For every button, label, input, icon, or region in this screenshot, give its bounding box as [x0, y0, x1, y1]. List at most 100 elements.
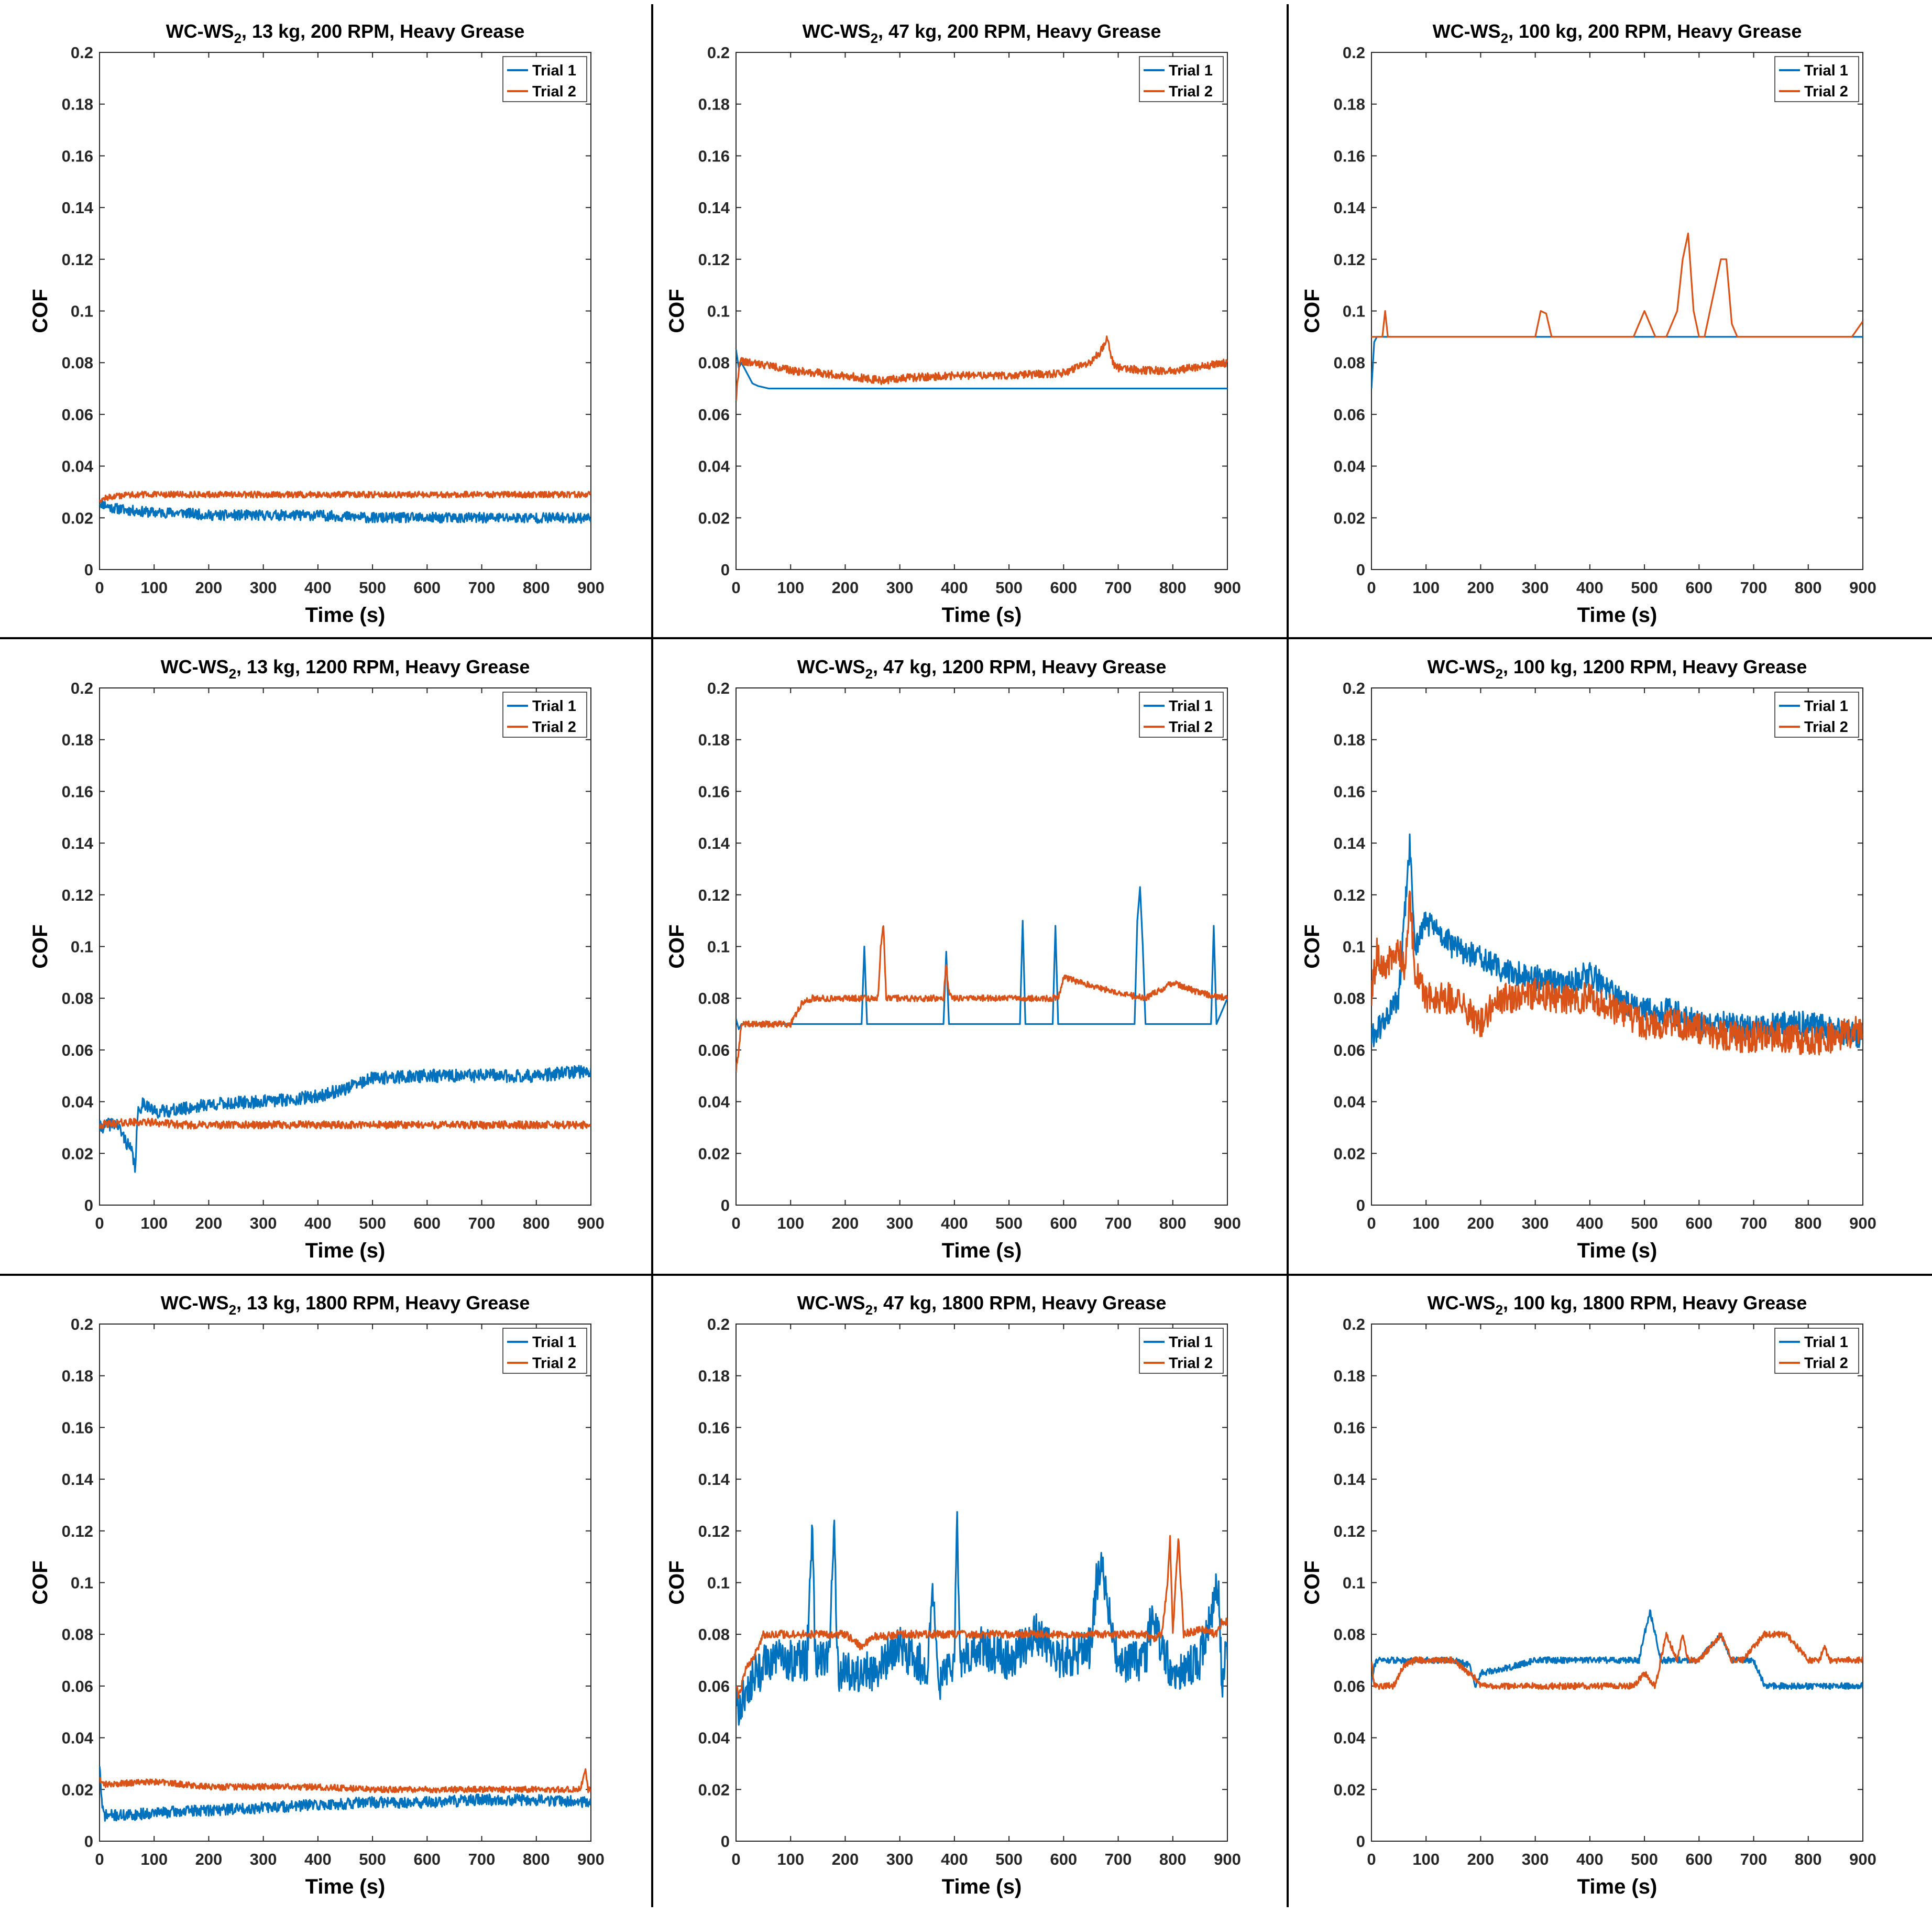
- y-axis-label: COF: [665, 1560, 688, 1604]
- x-tick-label: 800: [1159, 1214, 1187, 1232]
- x-tick-label: 0: [1367, 1850, 1376, 1868]
- y-tick-label: 0.18: [698, 731, 730, 749]
- x-tick-label: 400: [304, 578, 332, 597]
- y-axis-label: COF: [1301, 1560, 1324, 1604]
- y-tick-label: 0: [1356, 1832, 1365, 1851]
- y-tick-label: 0.14: [698, 834, 730, 852]
- x-tick-label: 200: [195, 1850, 223, 1868]
- legend: Trial 1 Trial 2: [1139, 1328, 1224, 1374]
- y-tick-label: 0: [721, 1196, 730, 1215]
- y-tick-label: 0.1: [707, 1574, 730, 1592]
- y-tick-label: 0.1: [707, 302, 730, 321]
- y-tick-label: 0.06: [62, 406, 93, 424]
- plot-area: [99, 1324, 591, 1842]
- x-tick-label: 700: [1105, 1850, 1132, 1868]
- y-tick-label: 0.18: [1334, 1367, 1365, 1385]
- legend-label-trial-2: Trial 2: [1804, 1355, 1848, 1372]
- y-tick-label: 0.12: [62, 250, 93, 269]
- chart-title: WC-WS2, 47 kg, 200 RPM, Heavy Grease: [803, 20, 1161, 46]
- x-tick-label: 0: [731, 1850, 740, 1868]
- x-tick-label: 600: [1050, 578, 1077, 597]
- y-tick-label: 0.12: [1334, 250, 1365, 269]
- y-tick-label: 0.1: [1343, 302, 1365, 321]
- plot-area: [736, 687, 1228, 1206]
- series-line-trial-2: [100, 490, 591, 504]
- x-tick-label: 500: [359, 1850, 386, 1868]
- chart-panel-7: WC-WS2, 13 kg, 1800 RPM, Heavy Grease 0 10…: [29, 1292, 605, 1898]
- x-tick-label: 400: [1576, 1214, 1604, 1232]
- x-axis-label: Time (s): [305, 1875, 386, 1898]
- y-tick-label: 0.08: [62, 989, 93, 1008]
- x-tick-label: 500: [1631, 578, 1658, 597]
- y-tick-label: 0.1: [1343, 1574, 1365, 1592]
- y-tick-label: 0.04: [698, 1729, 730, 1747]
- y-tick-label: 0.08: [698, 1625, 730, 1644]
- x-tick-label: 300: [250, 1850, 277, 1868]
- x-tick-label: 600: [413, 1214, 441, 1232]
- y-tick-label: 0.04: [698, 457, 730, 476]
- chart-panel-4: WC-WS2, 13 kg, 1200 RPM, Heavy Grease 0 10…: [29, 656, 605, 1262]
- y-tick-label: 0.04: [62, 457, 94, 476]
- y-tick-label: 0.18: [1334, 95, 1365, 114]
- legend-label-trial-1: Trial 1: [532, 698, 576, 715]
- legend-box: [1774, 56, 1859, 102]
- y-tick-label: 0.08: [1334, 354, 1365, 372]
- series-line-trial-1: [100, 1065, 591, 1173]
- x-tick-label: 700: [468, 1214, 496, 1232]
- y-tick-label: 0.14: [62, 199, 94, 217]
- y-tick-label: 0.12: [1334, 1522, 1365, 1540]
- y-axis-label: COF: [1301, 289, 1324, 333]
- x-tick-label: 800: [1795, 1214, 1822, 1232]
- y-tick-label: 0.12: [698, 250, 730, 269]
- x-tick-label: 900: [1849, 1850, 1876, 1868]
- x-tick-label: 0: [95, 578, 104, 597]
- x-tick-label: 800: [523, 1850, 550, 1868]
- y-tick-label: 0.2: [1343, 43, 1365, 62]
- x-tick-label: 500: [359, 1214, 386, 1232]
- x-tick-label: 600: [1050, 1850, 1077, 1868]
- y-tick-label: 0.16: [62, 782, 93, 801]
- y-tick-label: 0.06: [1334, 1677, 1365, 1696]
- x-tick-label: 100: [777, 1850, 804, 1868]
- series-line-trial-2: [1371, 232, 1863, 338]
- legend-label-trial-1: Trial 1: [1169, 1334, 1213, 1351]
- y-tick-label: 0.1: [71, 938, 93, 956]
- x-tick-label: 100: [1412, 578, 1440, 597]
- x-tick-label: 600: [1685, 1850, 1713, 1868]
- legend-label-trial-2: Trial 2: [1169, 719, 1213, 736]
- series-line-trial-1: [1371, 833, 1863, 1048]
- x-tick-label: 800: [523, 578, 550, 597]
- series-line-trial-1: [736, 349, 1227, 390]
- x-tick-label: 200: [1467, 578, 1495, 597]
- x-axis-label: Time (s): [305, 604, 386, 627]
- x-tick-label: 700: [468, 578, 496, 597]
- y-tick-label: 0.12: [698, 1522, 730, 1540]
- plot-area: [99, 52, 591, 570]
- series-line-trial-1: [736, 886, 1227, 1031]
- y-tick-label: 0.08: [62, 1625, 93, 1644]
- x-tick-label: 800: [1795, 1850, 1822, 1868]
- chart-panel-5: WC-WS2, 47 kg, 1200 RPM, Heavy Grease 0 10…: [665, 656, 1241, 1262]
- legend-label-trial-2: Trial 2: [532, 1355, 576, 1372]
- legend: Trial 1 Trial 2: [1774, 56, 1859, 102]
- y-tick-label: 0.04: [698, 1093, 730, 1111]
- x-axis-label: Time (s): [305, 1239, 386, 1262]
- x-tick-label: 100: [1412, 1214, 1440, 1232]
- y-tick-label: 0.18: [62, 1367, 93, 1385]
- legend-label-trial-1: Trial 1: [532, 62, 576, 79]
- y-tick-label: 0.04: [1334, 1093, 1366, 1111]
- plot-area: [736, 52, 1228, 570]
- x-tick-label: 900: [1849, 1214, 1876, 1232]
- legend-label-trial-1: Trial 1: [1804, 698, 1848, 715]
- chart-title: WC-WS2, 100 kg, 1800 RPM, Heavy Grease: [1428, 1292, 1807, 1318]
- x-tick-label: 600: [1685, 578, 1713, 597]
- legend-label-trial-1: Trial 1: [1169, 698, 1213, 715]
- chart-panel-6: WC-WS2, 100 kg, 1200 RPM, Heavy Grease 0 1…: [1301, 656, 1876, 1262]
- chart-panel-9: WC-WS2, 100 kg, 1800 RPM, Heavy Grease 0 1…: [1301, 1292, 1876, 1898]
- x-tick-label: 800: [1159, 578, 1187, 597]
- plot-area: [1371, 52, 1863, 570]
- x-tick-label: 700: [1105, 578, 1132, 597]
- x-tick-label: 100: [777, 578, 804, 597]
- legend-box: [1774, 1328, 1859, 1374]
- x-tick-label: 200: [195, 1214, 223, 1232]
